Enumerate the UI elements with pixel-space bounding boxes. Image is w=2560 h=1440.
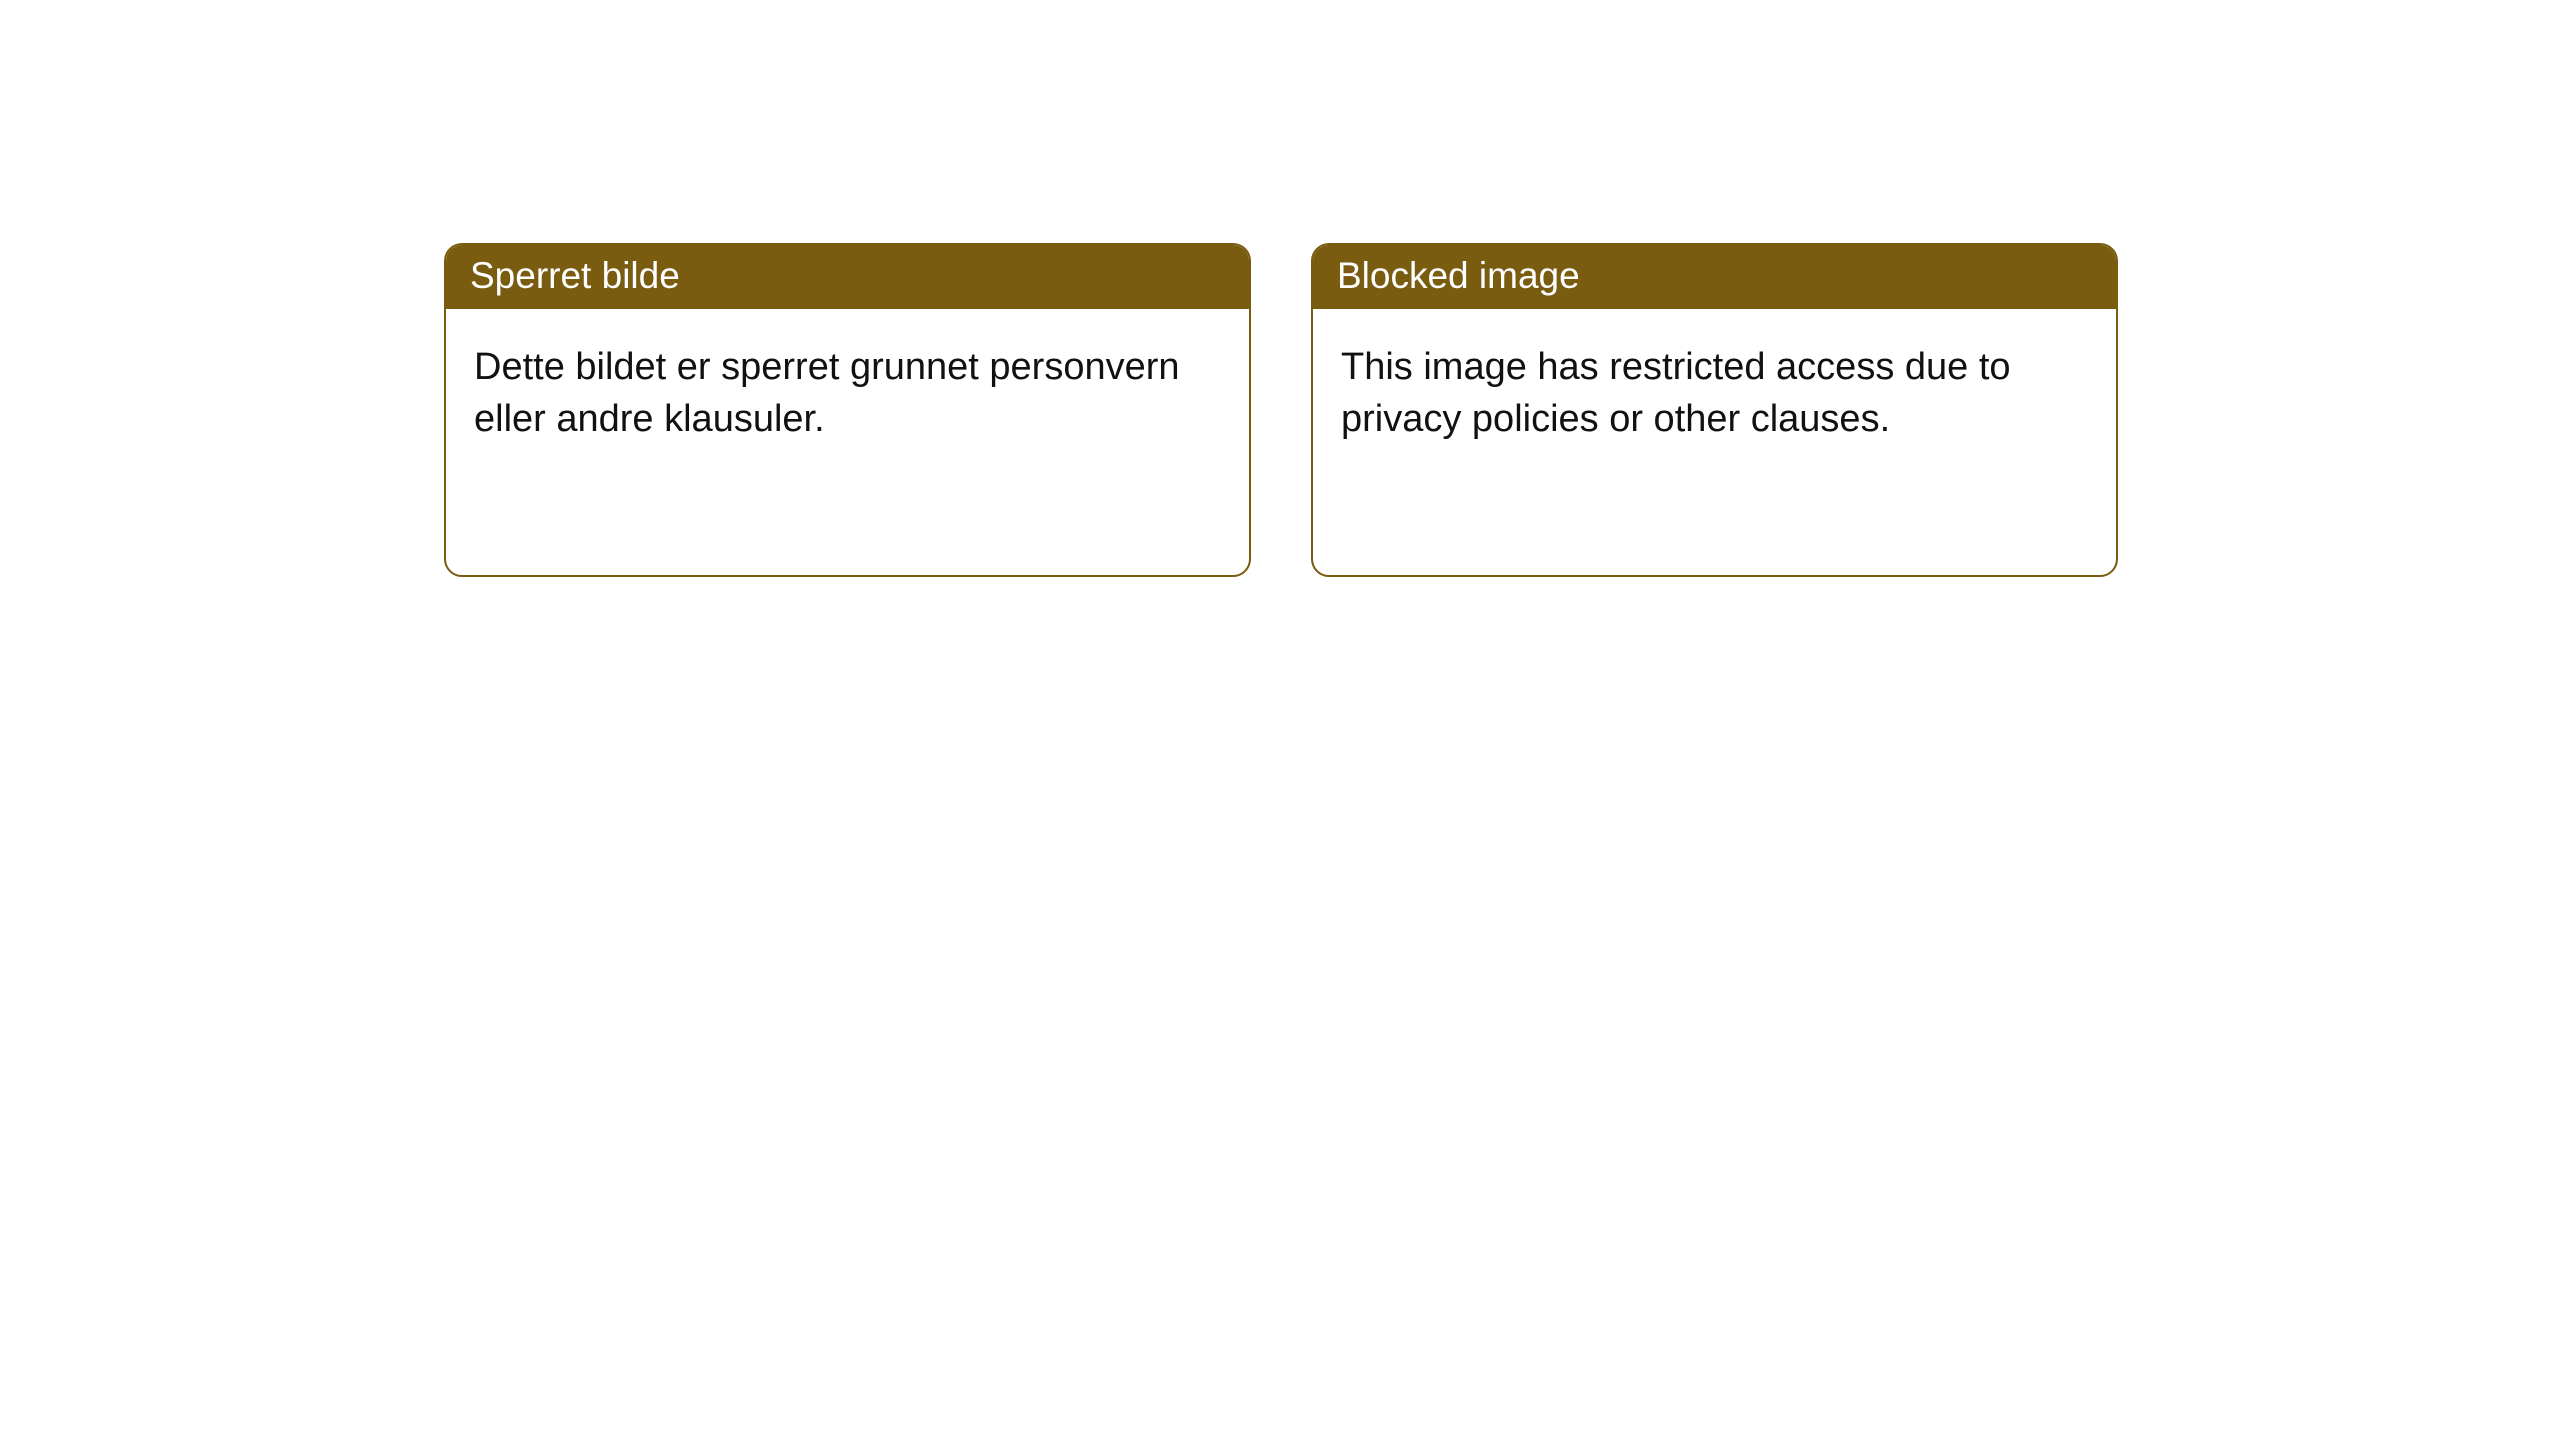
notice-header-english: Blocked image [1313, 245, 2116, 309]
notice-card-norwegian: Sperret bilde Dette bildet er sperret gr… [444, 243, 1251, 577]
notice-card-english: Blocked image This image has restricted … [1311, 243, 2118, 577]
notice-header-norwegian: Sperret bilde [446, 245, 1249, 309]
notice-body-english: This image has restricted access due to … [1313, 309, 2116, 575]
notice-body-norwegian: Dette bildet er sperret grunnet personve… [446, 309, 1249, 575]
notice-container: Sperret bilde Dette bildet er sperret gr… [444, 243, 2118, 577]
